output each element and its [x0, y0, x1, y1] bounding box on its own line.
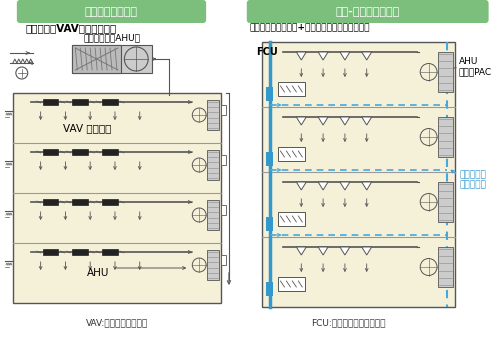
Polygon shape	[362, 52, 372, 60]
Bar	[266, 217, 272, 231]
Text: 空気-水方式の代表例: 空気-水方式の代表例	[336, 7, 400, 17]
Bar	[102, 149, 118, 155]
Text: VAV:可変風量制御装置: VAV:可変風量制御装置	[86, 318, 148, 327]
Bar	[221, 155, 226, 165]
Bar	[438, 247, 453, 287]
Bar	[266, 152, 272, 166]
Bar	[278, 277, 305, 291]
Bar	[102, 249, 118, 255]
Polygon shape	[296, 117, 306, 125]
Bar	[72, 45, 152, 73]
Bar	[266, 87, 272, 101]
Polygon shape	[318, 247, 328, 255]
Text: AHU: AHU	[87, 268, 110, 278]
Polygon shape	[340, 117, 350, 125]
Polygon shape	[362, 182, 372, 190]
Text: 全空気式の代表例: 全空気式の代表例	[85, 7, 138, 17]
Bar	[207, 100, 219, 130]
Bar	[278, 147, 305, 161]
Bar	[102, 99, 118, 105]
Polygon shape	[362, 247, 372, 255]
Bar	[72, 99, 88, 105]
Text: FCU: FCU	[256, 47, 278, 57]
Bar	[207, 150, 219, 180]
Polygon shape	[318, 52, 328, 60]
Bar	[207, 250, 219, 280]
Bar	[102, 199, 118, 205]
Text: AHU
またはPAC: AHU またはPAC	[459, 57, 492, 76]
Polygon shape	[340, 182, 350, 190]
Text: 単ーダクトVAVユニット方式: 単ーダクトVAVユニット方式	[26, 23, 117, 33]
Polygon shape	[340, 52, 350, 60]
Bar	[221, 255, 226, 265]
Bar	[438, 117, 453, 157]
Polygon shape	[318, 117, 328, 125]
Bar	[42, 199, 58, 205]
Bar	[278, 212, 305, 226]
Bar	[72, 45, 121, 73]
Bar	[42, 249, 58, 255]
Polygon shape	[296, 52, 306, 60]
FancyBboxPatch shape	[247, 0, 488, 23]
Text: VAV ユニット: VAV ユニット	[63, 123, 112, 133]
Bar	[221, 205, 226, 215]
Bar	[221, 105, 226, 115]
Text: FCU:ファンコイルユニット: FCU:ファンコイルユニット	[312, 318, 386, 327]
Bar	[266, 282, 272, 296]
Bar	[207, 200, 219, 230]
FancyBboxPatch shape	[17, 0, 206, 23]
Bar	[72, 199, 88, 205]
Polygon shape	[340, 247, 350, 255]
Text: 冷温水配管
（往・還）: 冷温水配管 （往・還）	[460, 170, 486, 190]
Bar	[438, 182, 453, 222]
Polygon shape	[296, 247, 306, 255]
Text: 一次空調機（AHU）: 一次空調機（AHU）	[84, 33, 140, 42]
Polygon shape	[296, 182, 306, 190]
Bar	[262, 42, 455, 307]
Polygon shape	[362, 117, 372, 125]
Bar	[72, 249, 88, 255]
Bar	[72, 149, 88, 155]
Bar	[42, 149, 58, 155]
Bar	[438, 52, 453, 92]
Polygon shape	[318, 182, 328, 190]
Text: 各階ゾーニング空調+ファンコイルユニット方式: 各階ゾーニング空調+ファンコイルユニット方式	[250, 23, 370, 32]
Bar	[278, 82, 305, 96]
Bar	[13, 93, 221, 303]
Bar	[42, 99, 58, 105]
